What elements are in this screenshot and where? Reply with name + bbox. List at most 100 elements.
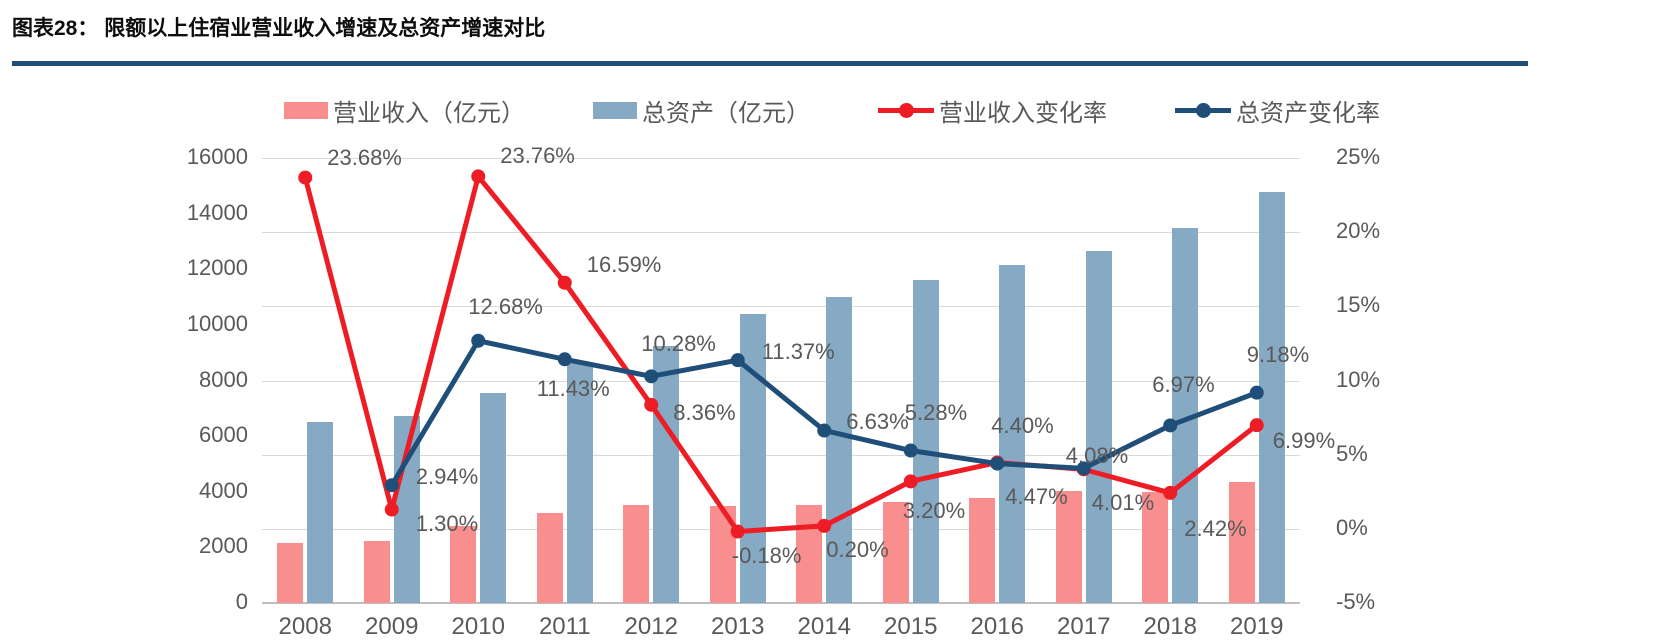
bar-revenue-2009 <box>363 540 390 603</box>
gridline <box>262 454 1300 456</box>
point-asset-growth <box>1076 461 1091 476</box>
y-axis-right-tick: -5% <box>1336 589 1376 614</box>
bar-assets-2014 <box>826 296 853 603</box>
point-revenue-growth <box>817 518 832 533</box>
legend-label-assets: 总资产（亿元） <box>642 99 810 127</box>
x-axis-tick-2008: 2008 <box>278 613 332 640</box>
data-label-revenue-growth-2015: 3.20% <box>902 498 966 524</box>
data-label-asset-growth-2012: 10.28% <box>641 331 716 357</box>
bar-revenue-2018 <box>1142 491 1169 603</box>
data-label-revenue-growth-2009: 1.30% <box>415 510 479 536</box>
legend-item-asset-growth-line[interactable]: 总资产变化率 <box>1175 93 1380 128</box>
point-revenue-growth <box>471 169 486 184</box>
data-label-revenue-growth-2008: 23.68% <box>327 144 402 170</box>
data-label-asset-growth-2018: 6.97% <box>1152 372 1215 398</box>
data-label-asset-growth-2009: 2.94% <box>415 464 479 490</box>
y-axis-left-tick: 8000 <box>199 366 248 392</box>
bar-revenue-2008 <box>277 543 304 603</box>
bar-assets-2019 <box>1258 191 1285 603</box>
point-revenue-growth <box>730 524 745 539</box>
legend-item-revenue-bar[interactable]: 营业收入（亿元） <box>284 93 525 128</box>
bar-assets-2016 <box>999 264 1026 603</box>
data-label-asset-growth-2013: 11.37% <box>761 339 835 365</box>
x-axis-tick-2015: 2015 <box>884 613 938 640</box>
point-revenue-growth <box>298 170 313 185</box>
bar-revenue-2017 <box>1055 491 1082 603</box>
y-axis-left-tick: 14000 <box>186 199 248 225</box>
x-axis-tick-2017: 2017 <box>1057 613 1111 640</box>
bar-assets-2010 <box>480 392 507 603</box>
gridline <box>262 380 1300 382</box>
point-asset-growth <box>644 369 659 384</box>
y-axis-left-tick: 12000 <box>186 255 248 281</box>
point-asset-growth <box>817 423 832 438</box>
data-label-asset-growth-2011: 11.43% <box>536 376 610 402</box>
data-label-revenue-growth-2018: 2.42% <box>1184 515 1247 541</box>
legend-marker-asset-growth <box>1175 101 1231 119</box>
gridline <box>262 158 1300 159</box>
legend-item-revenue-growth-line[interactable]: 营业收入变化率 <box>878 93 1107 128</box>
point-revenue-growth <box>384 502 399 517</box>
bar-assets-2011 <box>566 362 593 603</box>
x-axis-tick-2010: 2010 <box>451 613 505 640</box>
bar-revenue-2012 <box>623 505 650 603</box>
data-label-revenue-growth-2014: 0.20% <box>826 536 889 562</box>
point-revenue-growth <box>903 474 918 489</box>
data-label-asset-growth-2015: 5.28% <box>904 399 968 425</box>
data-label-revenue-growth-2017: 4.01% <box>1091 490 1155 516</box>
y-axis-right-tick: 5% <box>1336 440 1368 466</box>
bar-assets-2008 <box>307 422 334 603</box>
x-axis-tick-2012: 2012 <box>624 613 678 640</box>
y-axis-left-tick: 10000 <box>186 310 248 336</box>
data-label-asset-growth-2014: 6.63% <box>846 409 909 435</box>
point-revenue-growth <box>1163 485 1178 500</box>
legend-label-revenue-growth: 营业收入变化率 <box>939 99 1107 127</box>
point-asset-growth <box>990 456 1005 471</box>
data-label-asset-growth-2010: 12.68% <box>468 293 543 319</box>
bar-revenue-2015 <box>882 502 909 603</box>
x-axis-line <box>262 602 1300 604</box>
data-label-asset-growth-2016: 4.40% <box>991 412 1054 438</box>
line-revenue-growth <box>302 173 1260 535</box>
x-axis-tick-2011: 2011 <box>538 613 591 640</box>
legend-swatch-revenue <box>284 101 328 119</box>
bar-assets-2012 <box>653 346 680 603</box>
y-axis-left-tick: 6000 <box>199 422 248 448</box>
x-axis-tick-2013: 2013 <box>711 613 765 640</box>
title-divider <box>12 61 1528 66</box>
data-label-asset-growth-2017: 4.08% <box>1065 443 1129 469</box>
point-revenue-growth <box>557 275 572 290</box>
data-label-asset-growth-2019: 9.18% <box>1246 341 1310 367</box>
bar-revenue-2019 <box>1228 482 1255 603</box>
x-axis-tick-2016: 2016 <box>970 613 1024 640</box>
figure-header: 图表28： 限额以上住宿业营业收入增速及总资产增速对比 <box>0 0 1664 70</box>
legend-item-assets-bar[interactable]: 总资产（亿元） <box>593 93 810 128</box>
y-axis-right-tick: 20% <box>1336 218 1381 244</box>
y-axis-left-tick: 16000 <box>186 144 248 169</box>
data-label-revenue-growth-2011: 16.59% <box>586 251 662 277</box>
x-axis-tick-2019: 2019 <box>1230 613 1284 640</box>
bar-assets-2017 <box>1085 251 1112 603</box>
gridline <box>262 306 1300 308</box>
line-series-layer <box>298 169 1264 539</box>
legend-label-asset-growth: 总资产变化率 <box>1236 99 1380 127</box>
bar-assets-2015 <box>912 279 939 603</box>
point-asset-growth <box>730 353 745 368</box>
legend-marker-revenue-growth <box>878 101 934 119</box>
y-axis-right-tick: 0% <box>1336 514 1368 540</box>
bar-revenue-2010 <box>450 526 477 603</box>
data-label-revenue-growth-2016: 4.47% <box>1005 483 1068 509</box>
legend-swatch-assets <box>593 101 637 119</box>
chart-legend: 营业收入（亿元） 总资产（亿元） 营业收入变化率 总资产变化率 <box>0 88 1664 132</box>
x-axis-tick-2009: 2009 <box>365 613 419 640</box>
point-asset-growth <box>1249 385 1264 400</box>
point-asset-growth <box>1163 418 1178 433</box>
x-axis-tick-2018: 2018 <box>1143 613 1197 640</box>
y-axis-right-tick: 10% <box>1336 366 1381 392</box>
y-axis-left-tick: 4000 <box>199 477 248 503</box>
y-axis-right-tick: 25% <box>1336 144 1381 169</box>
point-revenue-growth <box>1249 418 1264 433</box>
data-label-revenue-growth-2019: 6.99% <box>1272 428 1336 454</box>
point-asset-growth <box>384 478 399 493</box>
point-asset-growth <box>557 352 572 367</box>
